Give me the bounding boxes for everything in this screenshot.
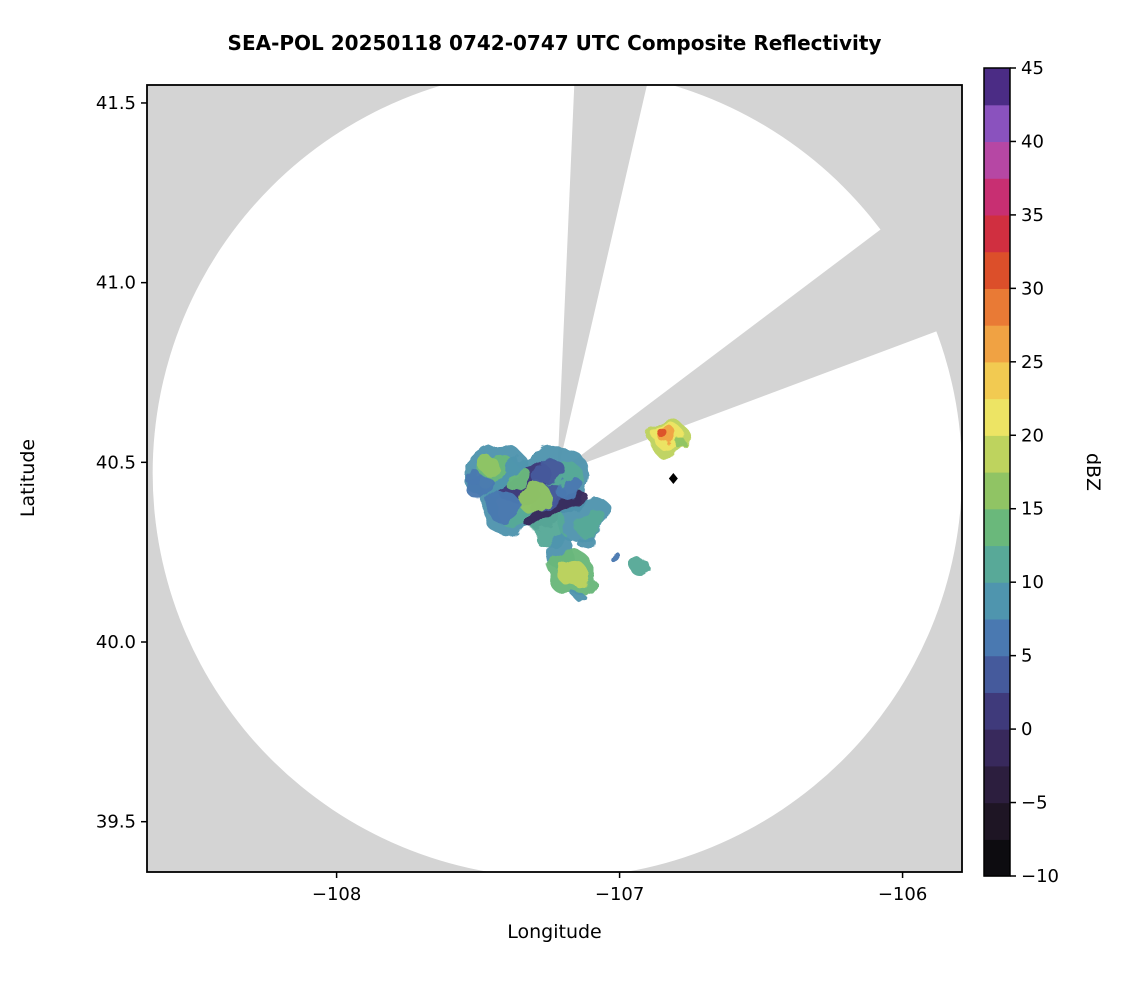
colorbar-bin <box>984 104 1010 143</box>
plot-frame <box>146 84 963 873</box>
colorbar-tick-label: 25 <box>1021 352 1044 373</box>
colorbar-tick-label: −10 <box>1021 866 1059 887</box>
chart-title: SEA-POL 20250118 0742-0747 UTC Composite… <box>227 31 882 55</box>
colorbar-bin <box>984 141 1010 179</box>
colorbar-tick-label: 10 <box>1021 572 1044 593</box>
echo-cell <box>479 457 499 475</box>
colorbar-bin <box>984 288 1010 326</box>
colorbar-bin <box>984 435 1010 473</box>
colorbar-bin <box>984 325 1010 363</box>
echo-cell <box>555 476 582 498</box>
x-tick-label: −108 <box>312 884 361 905</box>
echo-cell <box>629 557 650 576</box>
blocked-sector <box>557 168 962 474</box>
colorbar-label: dBZ <box>1082 452 1104 492</box>
colorbar-bin <box>984 839 1010 877</box>
echo-cell <box>574 592 586 602</box>
colorbar-bin <box>984 214 1010 253</box>
echo-cell <box>518 483 551 514</box>
colorbar-frame <box>983 67 1011 877</box>
echo-cell <box>464 469 481 485</box>
colorbar-tick-label: 15 <box>1021 499 1044 520</box>
echo-cell <box>608 550 620 562</box>
echo-cell <box>558 559 588 589</box>
colorbar-bin <box>984 472 1010 510</box>
echo-cell <box>527 490 588 532</box>
colorbar-bin <box>984 765 1010 804</box>
y-tick-label: 40.5 <box>96 452 136 473</box>
colorbar-tick-label: 30 <box>1021 278 1044 299</box>
colorbar-bin <box>984 582 1010 620</box>
colorbar-bin <box>984 178 1010 216</box>
x-tick-label: −106 <box>878 884 927 905</box>
colorbar-bin <box>984 545 1010 583</box>
echo-cell <box>504 466 532 491</box>
echo-cell <box>676 438 688 450</box>
colorbar-tick-label: 35 <box>1021 205 1044 226</box>
y-tick-label: 39.5 <box>96 812 136 833</box>
colorbar-bin <box>984 398 1010 436</box>
y-axis-label: Latitude <box>17 438 39 518</box>
colorbar-tick-label: 40 <box>1021 131 1044 152</box>
x-tick-label: −107 <box>595 884 644 905</box>
blocked-sector <box>557 85 647 474</box>
colorbar-bin <box>984 729 1010 767</box>
colorbar-tick-label: 45 <box>1021 58 1044 79</box>
y-tick-label: 40.0 <box>96 632 136 653</box>
colorbar-bin <box>984 692 1010 730</box>
colorbar-bin <box>984 655 1010 693</box>
colorbar-tick-label: −5 <box>1021 793 1048 814</box>
colorbar-tick-label: 5 <box>1021 646 1032 667</box>
colorbar-bin <box>984 618 1010 657</box>
colorbar-bin <box>984 68 1010 106</box>
colorbar-bin <box>984 361 1010 400</box>
radar-site-marker <box>668 473 678 484</box>
y-tick-label: 41.0 <box>96 273 136 294</box>
colorbar-bin <box>984 802 1010 840</box>
echo-cell <box>577 533 594 549</box>
echo-field <box>463 420 691 602</box>
echo-cell <box>533 460 565 486</box>
colorbar-bin <box>984 251 1010 289</box>
echo-cell <box>658 429 669 439</box>
colorbar-tick-label: 0 <box>1021 719 1032 740</box>
echo-cell <box>576 510 607 537</box>
colorbar-bin <box>984 508 1010 547</box>
x-axis-label: Longitude <box>507 921 602 943</box>
y-tick-label: 41.5 <box>96 93 136 114</box>
colorbar-tick-label: 20 <box>1021 425 1044 446</box>
echo-cell <box>486 492 521 522</box>
